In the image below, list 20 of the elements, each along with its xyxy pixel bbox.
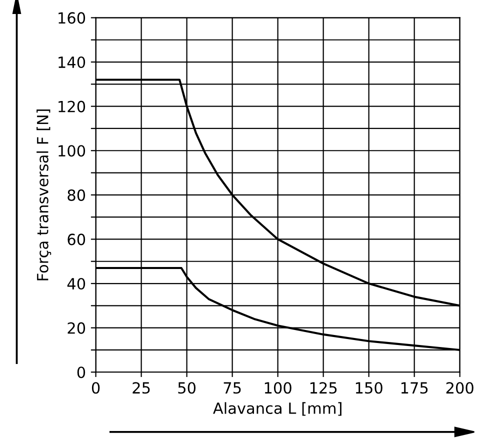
x-tick-label: 0 <box>92 382 100 394</box>
y-tick-label: 100 <box>58 145 86 157</box>
y-tick-label: 80 <box>68 189 86 201</box>
x-tick-label: 125 <box>310 382 337 394</box>
y-tick-label: 140 <box>58 56 86 68</box>
y-tick-label: 0 <box>77 366 86 378</box>
x-axis-title: Alavanca L [mm] <box>213 402 342 416</box>
x-tick-label: 150 <box>356 382 382 394</box>
y-tick-label: 20 <box>68 322 86 334</box>
y-tick-label: 160 <box>58 12 86 24</box>
x-tick-label: 75 <box>224 382 241 394</box>
x-tick-label: 100 <box>264 382 292 394</box>
y-axis-title: Força transversal F [N] <box>36 109 52 280</box>
x-tick-label: 25 <box>132 382 150 394</box>
y-tick-label: 120 <box>58 100 86 112</box>
x-tick-label: 200 <box>446 382 474 394</box>
x-tick-label: 50 <box>178 382 196 394</box>
x-tick-label: 175 <box>401 382 428 394</box>
y-tick-label: 60 <box>68 234 86 246</box>
y-tick-label: 40 <box>67 278 86 290</box>
